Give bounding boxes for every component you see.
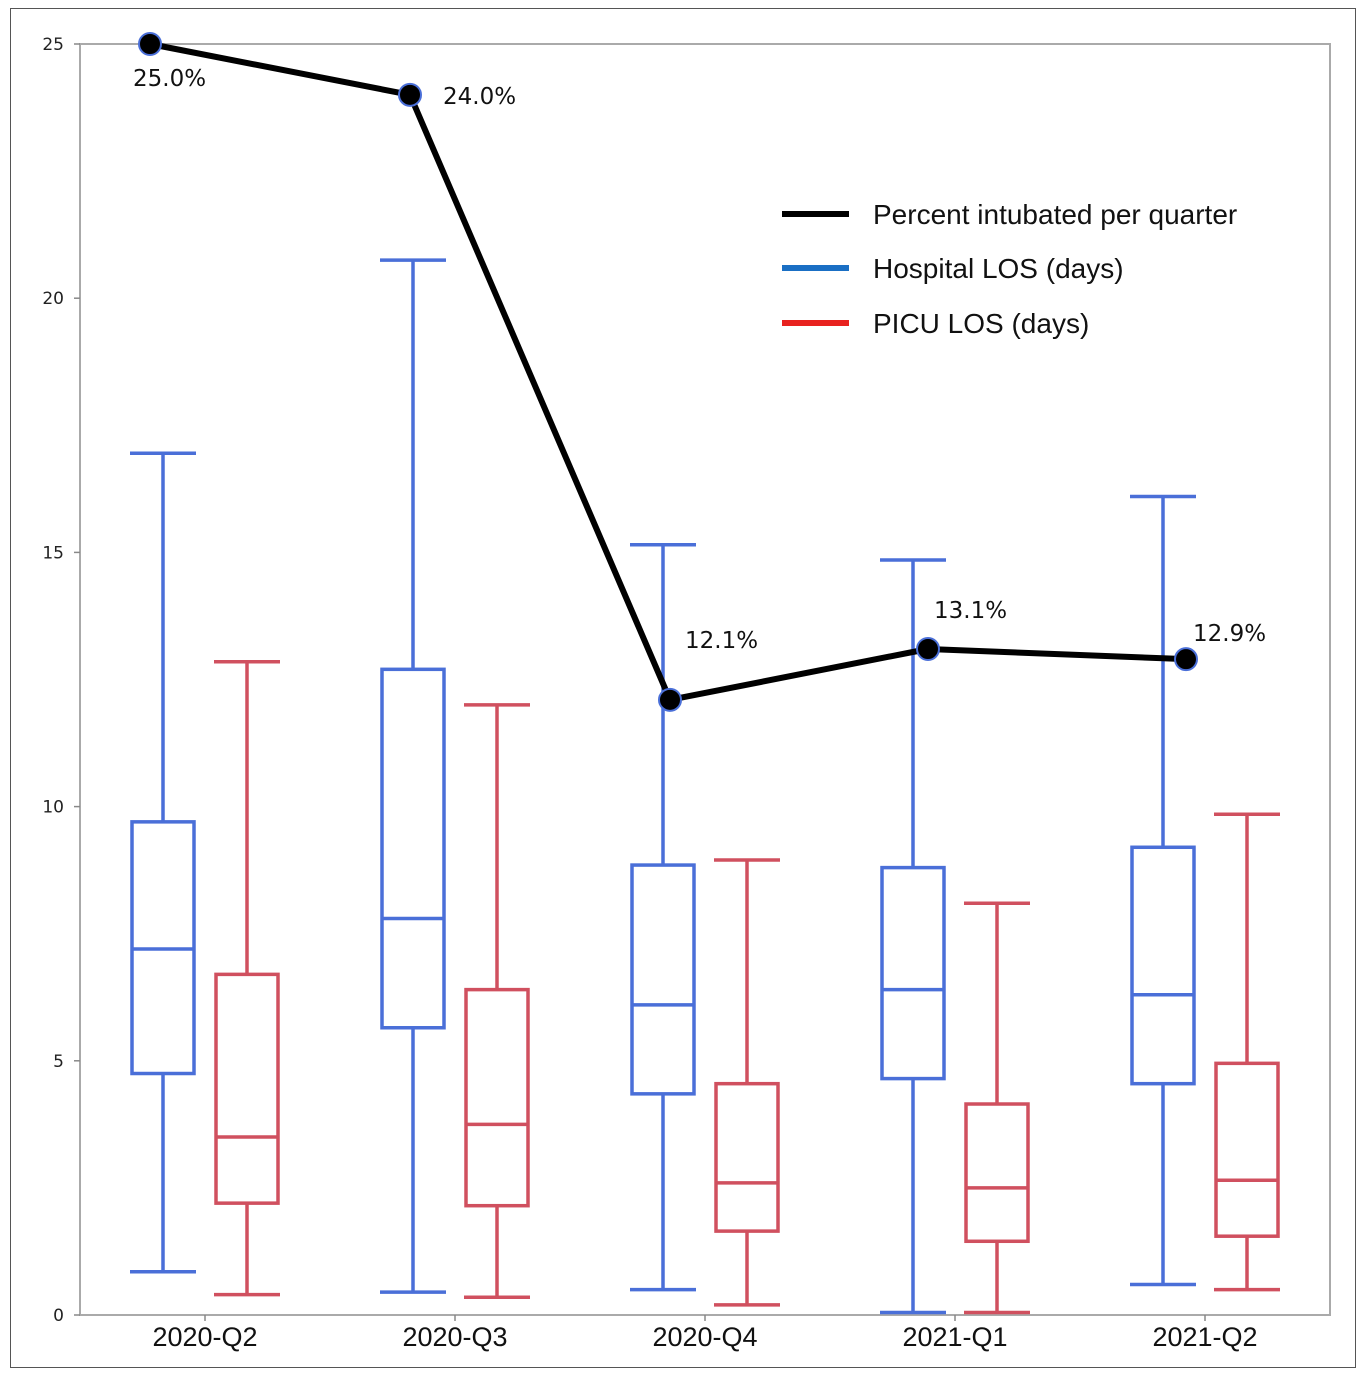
hospital-los-iqr-box — [630, 863, 696, 1096]
x-tick-label: 2020-Q4 — [652, 1322, 757, 1352]
y-tick-label: 20 — [42, 289, 64, 309]
data-label: 24.0% — [443, 84, 516, 110]
picu-los-iqr-box — [464, 987, 530, 1208]
legend-label: Hospital LOS (days) — [873, 253, 1124, 284]
intubated-point — [916, 636, 940, 661]
legend: Percent intubated per quarter Hospital LO… — [782, 199, 1237, 339]
box-series — [130, 258, 1280, 1315]
x-axis: 2020-Q2 2020-Q3 2020-Q4 2021-Q1 2021-Q2 — [152, 1315, 1258, 1352]
y-axis: 0 5 10 15 20 25 — [42, 35, 80, 1326]
picu-los-box — [1214, 812, 1280, 1292]
hospital-los-box — [880, 558, 946, 1315]
hospital-los-box — [1130, 494, 1196, 1287]
intubated-point — [1174, 647, 1198, 672]
y-tick-label: 5 — [53, 1052, 64, 1072]
picu-los-iqr-box — [964, 1102, 1030, 1244]
data-label: 13.1% — [934, 598, 1007, 624]
intubated-point — [398, 82, 422, 107]
data-label: 12.1% — [685, 628, 758, 654]
y-tick-label: 10 — [42, 798, 64, 818]
intubated-line-series: 25.0% 24.0% 12.1% 13.1% 12.9% — [133, 32, 1266, 712]
intubated-point — [658, 687, 682, 712]
intubated-point — [138, 32, 162, 56]
hospital-los-iqr-box — [1130, 845, 1196, 1086]
x-tick-label: 2021-Q1 — [902, 1322, 1007, 1352]
y-tick-label: 15 — [42, 543, 64, 563]
plot-area — [79, 43, 1331, 1316]
hospital-los-iqr-box — [880, 865, 946, 1081]
picu-los-box — [464, 703, 530, 1299]
picu-los-iqr-box — [714, 1081, 780, 1233]
hospital-los-box — [130, 451, 196, 1274]
legend-label: PICU LOS (days) — [873, 308, 1089, 339]
x-tick-label: 2021-Q2 — [1152, 1322, 1257, 1352]
legend-label: Percent intubated per quarter — [873, 199, 1237, 230]
picu-los-iqr-box — [1214, 1061, 1280, 1238]
picu-los-box — [714, 858, 780, 1307]
x-tick-label: 2020-Q2 — [152, 1322, 257, 1352]
data-label: 25.0% — [133, 66, 206, 92]
data-label: 12.9% — [1193, 621, 1266, 647]
y-tick-label: 0 — [53, 1306, 64, 1326]
picu-los-iqr-box — [214, 972, 280, 1205]
y-tick-label: 25 — [42, 35, 64, 55]
picu-los-box — [964, 901, 1030, 1315]
hospital-los-box — [380, 258, 446, 1294]
x-tick-label: 2020-Q3 — [402, 1322, 507, 1352]
picu-los-box — [214, 659, 280, 1297]
hospital-los-iqr-box — [380, 667, 446, 1030]
